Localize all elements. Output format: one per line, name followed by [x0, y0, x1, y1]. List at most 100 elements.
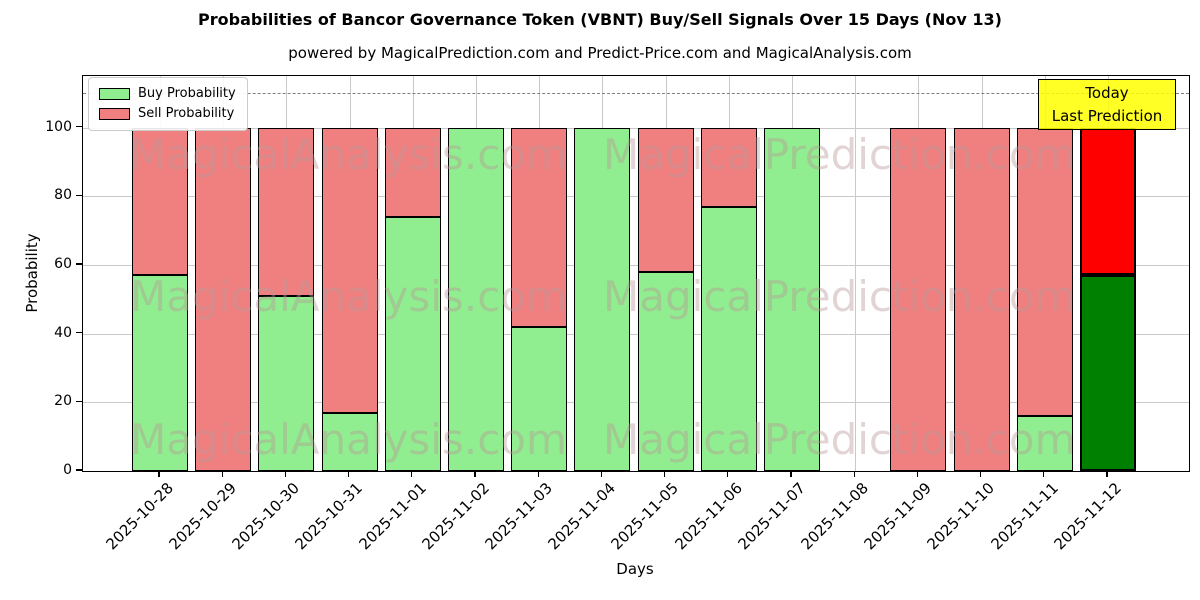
- sell-swatch-icon: [99, 108, 130, 121]
- today-annotation: Today Last Prediction: [1038, 79, 1176, 130]
- plot-area: [82, 75, 1190, 472]
- buy-segment: [637, 271, 694, 471]
- y-tick-mark: [76, 263, 82, 265]
- x-tick-label: 2025-11-10: [923, 479, 999, 554]
- buy-segment: [321, 412, 378, 471]
- y-axis-label: Probability: [23, 233, 41, 313]
- x-tick-label: 2025-11-01: [355, 479, 430, 554]
- x-tick-mark: [158, 471, 160, 478]
- x-tick-mark: [537, 471, 539, 478]
- x-tick-mark: [347, 471, 350, 478]
- y-tick-label: 100: [45, 118, 72, 135]
- buy-segment: [384, 216, 441, 471]
- x-tick-label: 2025-11-12: [1050, 479, 1125, 554]
- bar: [448, 127, 504, 471]
- x-tick-label: 2025-10-29: [165, 479, 240, 554]
- y-gridline: [83, 402, 1189, 404]
- x-tick-mark: [600, 471, 603, 478]
- x-tick-mark: [474, 471, 476, 478]
- y-tick-label: 80: [54, 187, 72, 204]
- bar: [132, 127, 188, 471]
- sell-segment: [195, 127, 252, 471]
- bar: [953, 127, 1010, 471]
- chart-subtitle: powered by MagicalPrediction.com and Pre…: [288, 44, 912, 62]
- chart-title: Probabilities of Bancor Governance Token…: [198, 10, 1002, 29]
- buy-segment: [258, 295, 315, 471]
- bar: [511, 127, 568, 471]
- x-tick-label: 2025-11-03: [481, 479, 556, 554]
- buy-segment: [132, 275, 188, 471]
- sell-segment: [1016, 127, 1073, 417]
- sell-segment: [953, 127, 1010, 471]
- y-tick-label: 20: [54, 393, 72, 410]
- bar: [384, 127, 441, 471]
- x-tick-mark: [411, 471, 413, 478]
- x-tick-mark: [1043, 471, 1045, 478]
- bar: [321, 127, 378, 471]
- y-tick-mark: [76, 400, 82, 402]
- y-tick-label: 40: [54, 324, 72, 341]
- x-tick-label: 2025-11-04: [544, 479, 620, 554]
- x-tick-label: 2025-11-07: [734, 479, 809, 554]
- bar: [700, 127, 757, 471]
- sell-segment: [384, 127, 441, 217]
- bar: [637, 127, 694, 471]
- bar: [1016, 127, 1073, 471]
- legend-item-sell: Sell Probability: [89, 107, 247, 121]
- buy-swatch-icon: [99, 87, 130, 100]
- sell-segment: [890, 127, 947, 471]
- x-tick-label: 2025-10-30: [228, 479, 304, 554]
- x-tick-mark: [1106, 471, 1108, 478]
- y-gridline: [83, 333, 1189, 335]
- buy-segment: [700, 206, 757, 471]
- y-gridline: [83, 264, 1189, 266]
- sell-segment: [700, 127, 757, 207]
- y-tick-mark: [76, 331, 82, 334]
- sell-segment: [1080, 127, 1136, 276]
- bar-today: [1080, 127, 1136, 471]
- x-tick-label: 2025-11-06: [671, 479, 746, 554]
- y-tick-mark: [76, 125, 82, 128]
- sell-segment: [511, 127, 568, 327]
- legend-label-buy: Buy Probability: [138, 85, 236, 101]
- sell-segment: [258, 127, 315, 296]
- buy-segment: [1016, 416, 1073, 471]
- sell-segment: [637, 127, 694, 272]
- legend-item-buy: Buy Probability: [89, 85, 247, 101]
- buy-segment: [574, 127, 631, 471]
- legend: Buy Probability Sell Probability: [88, 77, 248, 131]
- buy-segment: [448, 127, 504, 471]
- sell-segment: [132, 127, 188, 276]
- x-tick-mark: [284, 471, 287, 478]
- y-gridline: [83, 127, 1189, 129]
- x-tick-mark: [727, 471, 729, 478]
- y-tick-label: 0: [63, 462, 72, 478]
- x-axis-label: Days: [616, 560, 654, 578]
- x-tick-label: 2025-11-08: [797, 479, 872, 554]
- y-tick-label: 60: [54, 255, 72, 272]
- buy-segment: [1080, 275, 1136, 471]
- x-tick-label: 2025-11-05: [607, 479, 683, 554]
- x-tick-label: 2025-10-28: [102, 479, 177, 554]
- bar: [890, 127, 947, 471]
- x-tick-mark: [853, 471, 855, 478]
- dashed-guide-line: [83, 93, 1189, 95]
- sell-segment: [321, 127, 378, 413]
- x-tick-mark: [663, 471, 666, 478]
- buy-segment: [764, 127, 820, 471]
- y-tick-mark: [76, 194, 82, 196]
- x-tick-label: 2025-11-11: [987, 479, 1062, 554]
- x-tick-label: 2025-11-09: [860, 479, 936, 554]
- x-tick-mark: [979, 471, 982, 478]
- annotation-line-2: Last Prediction: [1051, 106, 1163, 125]
- annotation-line-1: Today: [1085, 83, 1129, 102]
- bar: [195, 127, 252, 471]
- bar: [258, 127, 315, 471]
- x-tick-label: 2025-10-31: [291, 479, 367, 554]
- x-gridline: [855, 76, 857, 471]
- x-tick-mark: [221, 471, 223, 478]
- x-tick-mark: [790, 471, 792, 478]
- bar: [764, 127, 820, 471]
- y-tick-mark: [76, 469, 82, 471]
